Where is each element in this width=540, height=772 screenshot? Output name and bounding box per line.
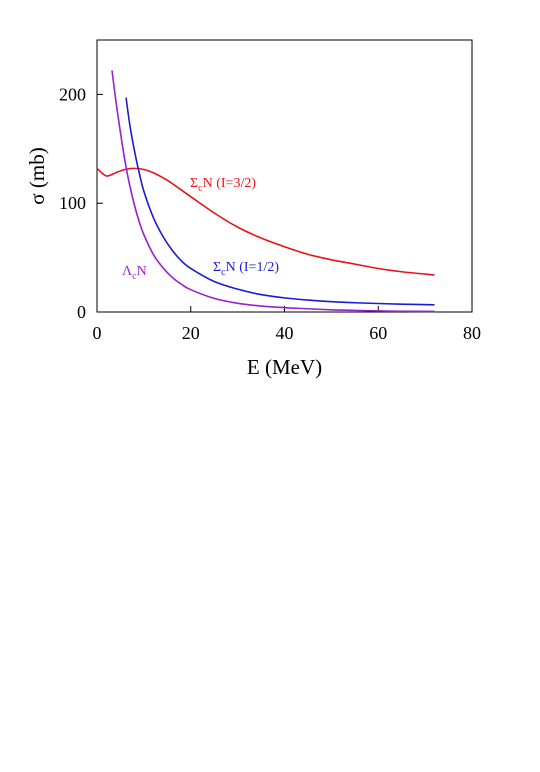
series-lambda-c-n-line (111, 70, 435, 313)
y-axis-title: σ (mb) (25, 147, 49, 204)
x-axis-title: E (MeV) (247, 355, 322, 379)
y-tick-label-0: 0 (77, 302, 86, 322)
x-tick-label-1: 20 (182, 323, 200, 343)
x-tick-label-2: 40 (276, 323, 294, 343)
series-sigma-c-n-i1-2-line (125, 97, 435, 306)
series-sigma-c-n-i1-2-label: ΣcN (I=1/2) (213, 260, 279, 278)
y-tick-label-1: 100 (59, 193, 86, 213)
x-tick-label-4: 80 (463, 323, 481, 343)
y-tick-label-2: 200 (59, 84, 86, 104)
plot-frame (96, 39, 473, 313)
x-tick-label-3: 60 (369, 323, 387, 343)
series-sigma-c-n-i3-2-line (96, 167, 435, 276)
x-tick-label-0: 0 (93, 323, 102, 343)
series-sigma-c-n-i3-2-label: ΣcN (I=3/2) (190, 176, 256, 194)
series-lambda-c-n-label: ΛcN (122, 264, 147, 282)
